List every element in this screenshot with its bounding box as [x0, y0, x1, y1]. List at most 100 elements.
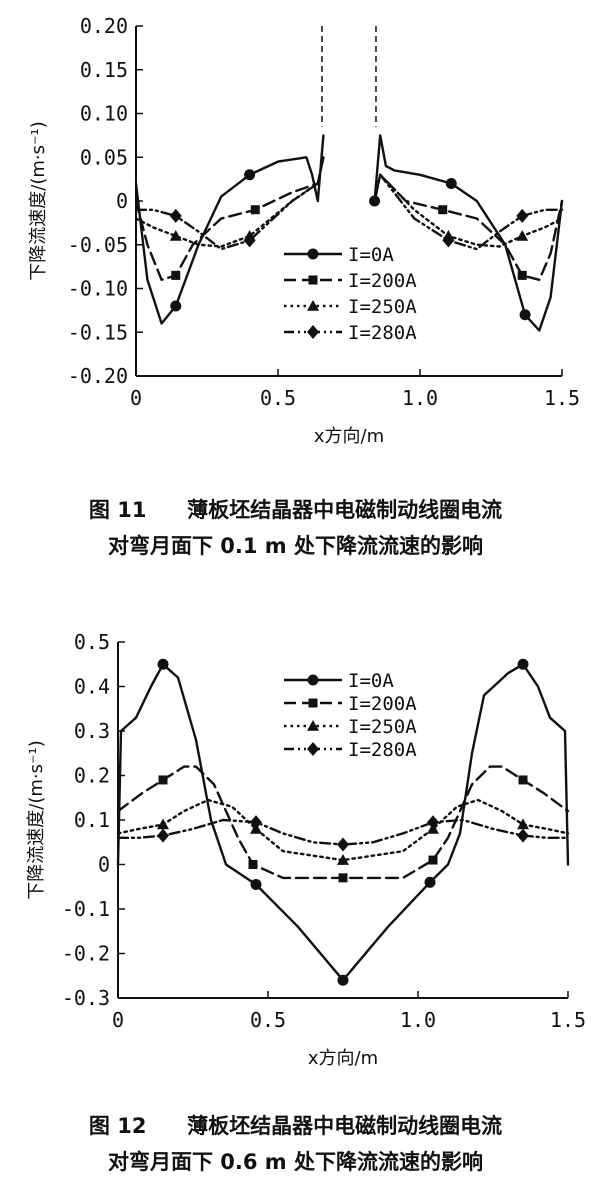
chart1-ytick-label: 0 — [98, 853, 110, 877]
chart0-ytick-label: 0.15 — [80, 58, 128, 82]
chart1-ytick-label: -0.3 — [62, 986, 110, 1010]
chart0-ytick-label: -0.05 — [68, 233, 128, 257]
chart1-series-3-point — [517, 828, 529, 843]
figure-12-caption-text1: 薄板坯结晶器中电磁制动线圈电流 — [187, 1114, 503, 1138]
chart1-series-1-point — [428, 855, 438, 865]
chart1-xtick-label: 1.0 — [400, 1008, 436, 1032]
chart0-series-3-point — [243, 233, 256, 248]
chart0-series-0-point — [244, 169, 256, 181]
chart1-ytick-label: 0.4 — [74, 675, 110, 699]
chart0-legend-label-3: I=280A — [348, 322, 417, 344]
figure-12-caption-line1: 图 12 薄板坯结晶器中电磁制动线圈电流 — [0, 1108, 591, 1144]
chart0-legend-marker-0 — [307, 248, 319, 260]
chart0-legend-label-1: I=200A — [348, 270, 417, 292]
chart0-xtick-label: 0.5 — [260, 386, 296, 410]
chart0-series-1-point — [171, 270, 181, 280]
chart1-legend-marker-3 — [307, 742, 319, 756]
chart1-series-1-point — [338, 873, 348, 883]
chart0-series-line-1 — [134, 156, 325, 281]
chart0-series-3-point — [516, 208, 529, 223]
chart-11-svg: 0.200.150.100.050-0.05-0.10-0.15-0.200 0.… — [28, 14, 580, 447]
chart1-series-1-point — [518, 775, 528, 785]
chart0-series-line-2 — [134, 156, 325, 248]
chart1-xtick-label: 1.5 — [550, 1008, 586, 1032]
chart0-series-line-3 — [373, 173, 564, 251]
chart1-series-3-point — [427, 815, 439, 830]
chart1-ytick-label: 0.1 — [74, 808, 110, 832]
chart0-ytick-label: 0.10 — [80, 102, 128, 126]
chart1-series-2-point — [157, 818, 169, 830]
chart0-xtick-label: 0 — [130, 386, 142, 410]
chart1-series-0-point — [250, 879, 262, 891]
chart1-xtick-label: 0.5 — [250, 1008, 286, 1032]
chart0-legend-marker-1 — [308, 275, 318, 285]
chart1-series-1-point — [158, 775, 168, 785]
chart1-series-2-point — [517, 818, 529, 830]
chart0-xtick-label: 1.0 — [402, 386, 438, 410]
chart1-series-3-point — [337, 837, 349, 852]
chart1-legend-label-3: I=280A — [348, 739, 417, 761]
chart1-legend-label-1: I=200A — [348, 693, 417, 715]
chart0-series-2-point — [169, 230, 182, 241]
chart0-series-1-point — [438, 205, 448, 215]
figure-11-caption-text1: 薄板坯结晶器中电磁制动线圈电流 — [187, 498, 503, 522]
chart0-legend-label-0: I=0A — [348, 244, 394, 266]
chart0-legend-marker-2 — [307, 300, 319, 311]
chart1-ytick-label: -0.2 — [62, 942, 110, 966]
chart1-legend-label-2: I=250A — [348, 716, 417, 738]
chart0-series-0-point — [519, 309, 531, 321]
chart0-ylabel: 下降流速度/(m·s⁻¹) — [28, 121, 49, 280]
figure-11-caption-line1: 图 11 薄板坯结晶器中电磁制动线圈电流 — [0, 492, 591, 528]
chart0-ytick-label: -0.15 — [68, 320, 128, 344]
figure-11-label: 图 11 — [88, 498, 147, 522]
chart0-xlabel: x方向/m — [314, 426, 384, 447]
chart0-legend-marker-3 — [307, 325, 319, 339]
chart1-series-0-point — [517, 658, 529, 670]
chart1-xtick-label: 0 — [112, 1008, 124, 1032]
chart0-ytick-label: -0.20 — [68, 364, 128, 388]
chart0-series-line-0 — [134, 134, 325, 325]
chart1-series-3-point — [250, 815, 262, 830]
chart0-series-line-1 — [373, 173, 564, 281]
figure-12: 0.5 0.4 0.3 0.2 0.1 0 -0.1 -0.2 -0.3 0 0.5 1.0 1.5 x方… — [0, 620, 591, 1080]
chart0-legend-label-2: I=250A — [348, 296, 417, 318]
chart1-ytick-label: 0.2 — [74, 764, 110, 788]
figure-12-caption-line2: 对弯月面下 0.6 m 处下降流流速的影响 — [107, 1150, 483, 1174]
figure-12-caption: 图 12 薄板坯结晶器中电磁制动线圈电流 对弯月面下 0.6 m 处下降流流速的… — [0, 1108, 591, 1180]
chart1-ytick-label: 0.5 — [74, 630, 110, 654]
chart0-series-line-0 — [373, 134, 564, 332]
chart0-xtick-label: 1.5 — [544, 386, 580, 410]
chart0-ytick-label: 0.05 — [80, 145, 128, 169]
chart0-series-2-point — [516, 230, 529, 241]
chart0-series-1-point — [517, 270, 527, 280]
chart0-series-3-point — [442, 233, 455, 248]
chart0-series-3-point — [169, 208, 182, 223]
chart1-legend-marker-1 — [308, 698, 318, 708]
chart1-series-1-point — [248, 860, 258, 869]
figure-11: 0.20 0.15 0.10 0.05 0 -0.05 -0.10 -0.15 -0.20 0 0.… — [0, 0, 591, 470]
chart1-legend-label-0: I=0A — [348, 670, 394, 692]
chart1-series-0-point — [157, 658, 169, 670]
chart0-ytick-label: -0.10 — [68, 277, 128, 301]
chart1-ytick-label: 0.3 — [74, 719, 110, 743]
chart0-series-1-point — [250, 205, 260, 215]
chart0-ytick-label: 0 — [116, 189, 128, 213]
chart0-ytick-label: 0.20 — [80, 14, 128, 38]
figure-12-label: 图 12 — [88, 1114, 147, 1138]
chart1-legend-marker-0 — [307, 674, 319, 686]
chart-12-svg: 0.50.40.30.20.10-0.1-0.2-0.30 0.5 1.0 1.5x方… — [26, 630, 586, 1069]
chart0-series-line-2 — [373, 173, 564, 248]
chart1-series-0-point — [424, 876, 436, 888]
chart1-ylabel: 下降流速度/(m·s⁻¹) — [26, 740, 47, 899]
figure-11-caption-line2: 对弯月面下 0.1 m 处下降流流速的影响 — [107, 534, 483, 558]
chart1-ytick-label: -0.1 — [62, 897, 110, 921]
chart1-xlabel: x方向/m — [308, 1048, 378, 1069]
chart0-series-0-point — [445, 178, 457, 189]
chart1-series-0-point — [337, 974, 349, 986]
chart1-series-line-0 — [116, 663, 570, 982]
chart0-series-0-point — [170, 300, 182, 312]
chart1-legend-marker-2 — [307, 720, 319, 731]
figure-11-caption: 图 11 薄板坯结晶器中电磁制动线圈电流 对弯月面下 0.1 m 处下降流流速的… — [0, 492, 591, 564]
chart0-series-line-3 — [134, 156, 325, 251]
chart1-series-3-point — [157, 828, 169, 843]
